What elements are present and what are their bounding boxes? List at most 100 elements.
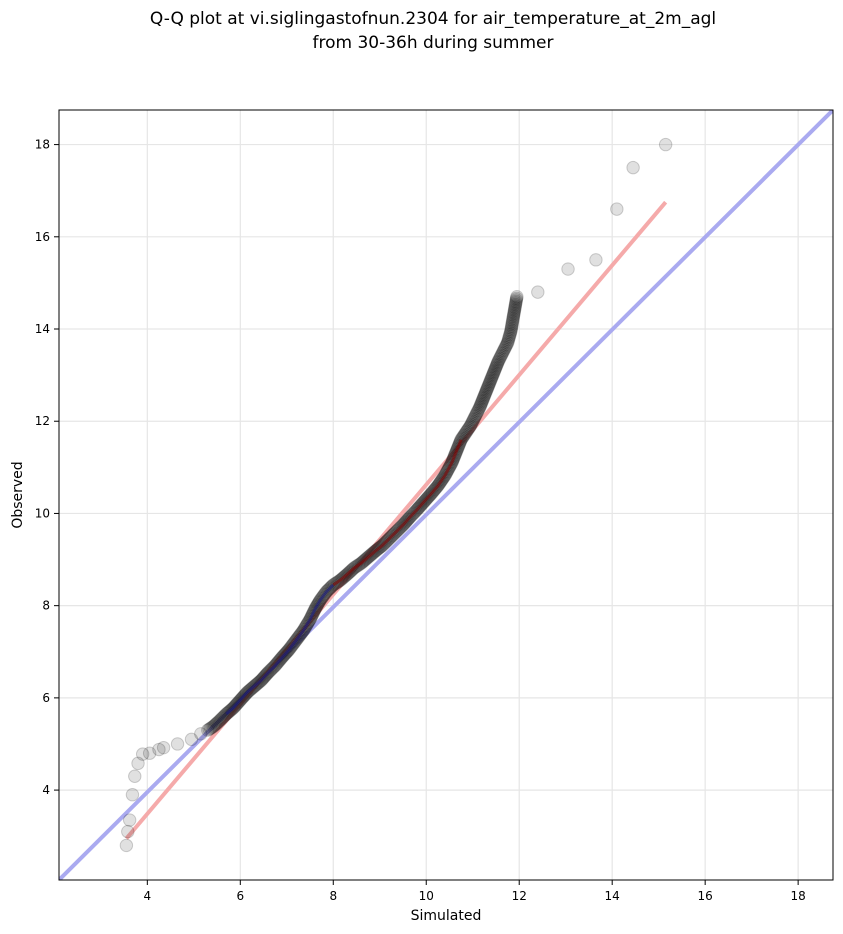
qq-point-307: [487, 364, 501, 379]
qq-point-321: [497, 343, 511, 358]
qq-point-300: [483, 374, 497, 389]
qq-point-19: [209, 717, 223, 731]
reference-line-fit: [124, 200, 668, 840]
core-trace-blue: [225, 583, 335, 716]
qq-point-18: [207, 718, 222, 733]
qq-point-287: [475, 393, 490, 407]
reference-lines: [59, 110, 833, 880]
qq-point-271: [464, 417, 478, 432]
data-points: [119, 137, 673, 853]
qq-point-302: [484, 371, 499, 386]
qq-point-316: [493, 351, 507, 365]
qq-point-20: [210, 716, 224, 730]
x-tick-label-4: 12: [512, 889, 527, 903]
qq-point-290: [477, 389, 492, 403]
qq-point-353: [509, 293, 524, 307]
qq-point-285: [474, 396, 489, 410]
y-tick-label-5: 14: [35, 322, 50, 336]
x-tick-label-5: 14: [605, 889, 620, 903]
qq-point-280: [471, 403, 485, 418]
qq-point-292: [478, 386, 493, 400]
qq-point-360: [626, 160, 640, 175]
reference-line-1:1: [59, 110, 833, 880]
x-tick-label-6: 16: [698, 889, 713, 903]
qq-point-319: [495, 346, 509, 361]
qq-point-338: [505, 316, 519, 330]
qq-point-342: [506, 310, 521, 324]
qq-point-303: [485, 370, 499, 384]
x-axis-ticks: 4 6 8 10 12 14 16 18: [144, 880, 806, 903]
qq-point-295: [480, 381, 494, 396]
qq-point-315: [492, 353, 506, 367]
qq-point-265: [459, 426, 473, 440]
qq-point-2: [122, 813, 137, 827]
qq-point-355: [510, 290, 524, 304]
qq-point-352: [509, 294, 523, 309]
qq-point-344: [507, 306, 521, 321]
qq-point-3: [125, 788, 140, 802]
qq-point-328: [501, 332, 516, 347]
y-tick-label-1: 6: [42, 691, 50, 705]
x-tick-label-1: 6: [236, 889, 244, 903]
chart-title-line-1: Q-Q plot at vi.siglingastofnun.2304 for …: [150, 9, 716, 29]
y-tick-label-7: 18: [35, 138, 50, 152]
qq-point-291: [478, 387, 492, 402]
qq-point-267: [460, 423, 475, 437]
qq-point-304: [485, 368, 500, 383]
qq-point-301: [484, 373, 498, 387]
qq-point-354: [509, 291, 524, 305]
qq-point-264: [458, 427, 472, 441]
qq-point-294: [479, 383, 494, 397]
qq-point-268: [461, 421, 476, 436]
qq-point-332: [503, 326, 518, 340]
qq-point-348: [508, 300, 522, 315]
qq-point-345: [507, 305, 521, 319]
qq-point-340: [506, 313, 520, 327]
grid: [59, 110, 833, 880]
qq-point-25: [216, 710, 230, 725]
qq-point-279: [470, 405, 485, 419]
qq-point-15: [203, 721, 218, 736]
qq-point-314: [491, 354, 505, 368]
qq-point-317: [493, 349, 508, 364]
x-tick-label-7: 18: [790, 889, 805, 903]
qq-point-331: [503, 327, 517, 342]
qq-point-266: [459, 424, 474, 439]
y-axis-ticks: 4 6 8 10 12 14 16 18: [35, 138, 59, 797]
qq-point-9: [156, 740, 171, 755]
qq-point-296: [481, 380, 495, 394]
qq-point-283: [473, 399, 487, 413]
y-tick-label-2: 8: [42, 599, 50, 613]
qq-point-288: [476, 392, 490, 406]
y-tick-label-3: 10: [35, 506, 50, 520]
qq-point-286: [475, 394, 489, 409]
qq-point-289: [477, 390, 491, 405]
qq-point-0: [119, 838, 134, 853]
qq-point-309: [488, 361, 503, 376]
y-tick-label-6: 16: [35, 230, 50, 244]
qq-point-299: [482, 376, 497, 390]
qq-point-325: [500, 337, 514, 352]
qq-point-336: [504, 319, 519, 334]
qq-point-269: [462, 420, 477, 434]
qq-point-333: [504, 324, 518, 339]
qq-point-23: [213, 713, 228, 727]
qq-point-1: [121, 824, 135, 839]
qq-point-272: [465, 416, 479, 430]
qq-point-313: [491, 356, 505, 370]
qq-point-24: [215, 711, 229, 726]
qq-point-308: [488, 363, 502, 377]
qq-point-281: [472, 402, 486, 416]
qq-point-298: [482, 377, 496, 392]
qq-point-11: [184, 732, 199, 747]
qq-point-320: [496, 345, 510, 359]
qq-point-297: [481, 379, 496, 393]
qq-point-357: [561, 262, 575, 276]
qq-point-351: [509, 296, 523, 310]
qq-point-273: [466, 414, 480, 428]
qq-point-277: [469, 408, 483, 422]
x-tick-label-2: 8: [329, 889, 337, 903]
qq-point-337: [505, 318, 519, 332]
qq-point-270: [463, 419, 478, 433]
qq-point-311: [489, 358, 504, 373]
